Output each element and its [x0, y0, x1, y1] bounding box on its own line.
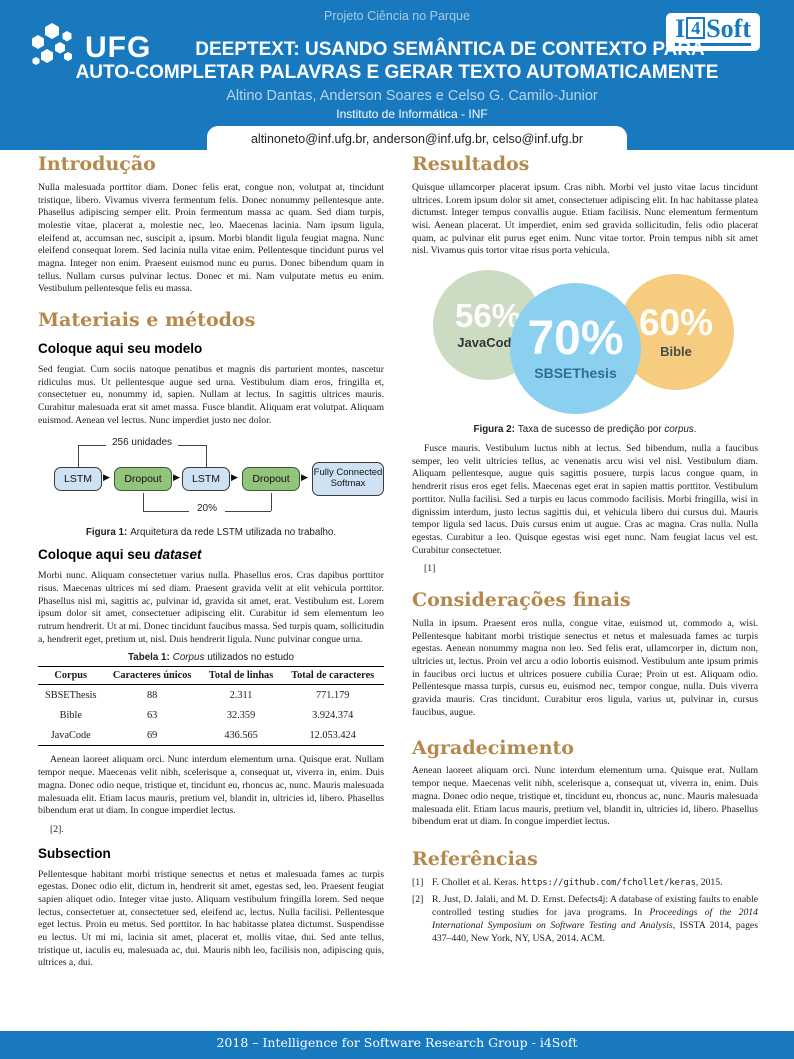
ufg-hexagons-icon — [30, 22, 78, 73]
fig1-arrow-icon: ▶ — [173, 472, 180, 483]
section-title-resultados: Resultados — [412, 153, 530, 175]
reference-item-1: [1] F. Chollet et al. Keras. https://git… — [412, 876, 723, 888]
bubble-bible-label: Bible — [660, 343, 692, 359]
i4soft-4: 4 — [686, 17, 706, 39]
reference-url: https://github.com/fchollet/keras — [521, 877, 696, 888]
ufg-logo-text: UFG — [85, 30, 152, 64]
bubble-sbsethesis-label: SBSEThesis — [534, 364, 617, 381]
fig1-arrow-icon: ▶ — [301, 472, 308, 483]
fig1-box-lstm2: LSTM — [182, 467, 230, 492]
dataset-paragraph: Morbi nunc. Aliquam consectetuer varius … — [38, 570, 384, 645]
after-table-paragraph: Aenean laoreet aliquam orci. Nunc interd… — [38, 754, 384, 817]
right-column: Resultados Quisque ullamcorper placerat … — [412, 152, 758, 950]
left-column: Introdução Nulla malesuada porttitor dia… — [38, 152, 384, 976]
section-title-agradecimento: Agradecimento — [412, 736, 574, 759]
col-header-total-linhas: Total de linhas — [200, 666, 282, 686]
subsection-title-modelo: Coloque aqui seu modelo — [38, 341, 203, 357]
bubble-sbsethesis: 70% SBSEThesis — [510, 283, 641, 415]
col-header-caracteres-unicos: Caracteres únicos — [103, 666, 201, 686]
fig1-box-dropout1: Dropout — [114, 467, 172, 492]
subsection-title-subsection: Subsection — [38, 845, 111, 861]
corpus-table: Corpus Caracteres únicos Total de linhas… — [38, 666, 384, 747]
i4soft-logo: I 4 Soft — [666, 13, 760, 51]
section-title-referencias: Referências — [412, 847, 538, 870]
fig1-box-dropout2: Dropout — [242, 467, 300, 492]
table1-caption: Tabela 1: Corpus utilizados no estudo — [128, 652, 294, 664]
fig1-bracket-line — [206, 445, 207, 468]
fig1-bracket-line — [143, 493, 144, 512]
fig1-arrow-icon: ▶ — [231, 472, 238, 483]
authors: Altino Dantas, Anderson Soares e Celso G… — [226, 88, 598, 104]
section-title-introducao: Introdução — [38, 153, 156, 175]
fig1-units-label: 256 unidades — [105, 437, 179, 449]
citation-2: [2]. — [50, 823, 64, 835]
col-header-corpus: Corpus — [38, 666, 104, 686]
poster-footer: 2018 – Intelligence for Software Researc… — [0, 1031, 794, 1059]
institute: Instituto de Informática - INF — [336, 107, 488, 121]
bubble-bible-value: 60% — [638, 302, 714, 344]
table-row: SBSEThesis 88 2.311 771.179 — [44, 689, 350, 701]
project-label: Projeto Ciência no Parque — [324, 9, 470, 23]
poster-title-line2: AUTO-COMPLETAR PALAVRAS E GERAR TEXTO AU… — [75, 62, 719, 83]
bubble-sbsethesis-value: 70% — [527, 312, 624, 366]
section-title-materiais: Materiais e métodos — [38, 309, 256, 332]
results-paragraph-1: Quisque ullamcorper placerat ipsum. Cras… — [412, 181, 758, 257]
fig1-dropout-rate-label: 20% — [188, 503, 226, 515]
col-header-total-caracteres: Total de caracteres — [281, 666, 384, 686]
figure1-caption: Figura 1: Arquitetura da rede LSTM utiliz… — [85, 527, 337, 539]
poster-title-line1: DEEPTEXT: USANDO SEMÂNTICA DE CONTEXTO P… — [195, 39, 705, 60]
figure1-lstm-diagram: 256 unidades LSTM ▶ Dropout ▶ LSTM ▶ Dro… — [38, 435, 384, 523]
poster-header: Projeto Ciência no Parque UFG I 4 Soft DEE… — [0, 0, 794, 150]
figure2-bubble-chart: 56% JavaCode 60% Bible 70% SBSEThesis — [412, 270, 758, 420]
fig1-arrow-icon: ▶ — [103, 472, 110, 483]
intro-paragraph: Nulla malesuada porttitor diam. Donec fe… — [38, 181, 384, 295]
bubble-javacode-value: 56% — [454, 297, 522, 335]
fig1-bracket-line — [78, 445, 79, 468]
table-header-row: Corpus Caracteres únicos Total de linhas… — [38, 666, 384, 686]
table-row: JavaCode 69 436.565 12.053.424 — [50, 729, 356, 741]
i4soft-logo-text: I 4 Soft — [675, 16, 751, 46]
ufg-logo: UFG — [30, 22, 151, 73]
emails-bar: altinoneto@inf.ufg.br, anderson@inf.ufg.… — [207, 126, 627, 150]
table-row: Bible 63 32.359 3.924.374 — [59, 709, 354, 721]
reference-item-2: [2] R. Just, D. Jalali, and M. D. Ernst.… — [412, 894, 758, 944]
fig1-box-fully-connected: Fully Connected Softmax — [312, 462, 384, 497]
ack-paragraph: Aenean laoreet aliquam orci. Nunc interd… — [412, 765, 758, 828]
footer-text: 2018 – Intelligence for Software Researc… — [216, 1035, 578, 1050]
fig1-bracket-line — [271, 493, 272, 512]
subsection-paragraph: Pellentesque habitant morbi tristique se… — [38, 868, 384, 969]
figure2-caption: Figura 2: Taxa de sucesso de predição por… — [473, 424, 697, 436]
model-paragraph: Sed feugiat. Cum sociis natoque penatibu… — [38, 363, 384, 426]
results-paragraph-2: Fusce mauris. Vestibulum luctus nibh at … — [412, 443, 758, 556]
fig1-box-lstm1: LSTM — [54, 467, 102, 492]
bubble-javacode-label: JavaCode — [457, 334, 519, 350]
subsection-title-dataset: Coloque aqui seu dataset — [38, 547, 202, 563]
section-title-consideracoes: Considerações finais — [412, 589, 631, 612]
citation-1: [1] — [424, 563, 436, 575]
finals-paragraph: Nulla in ipsum. Praesent eros nulla, con… — [412, 617, 758, 718]
